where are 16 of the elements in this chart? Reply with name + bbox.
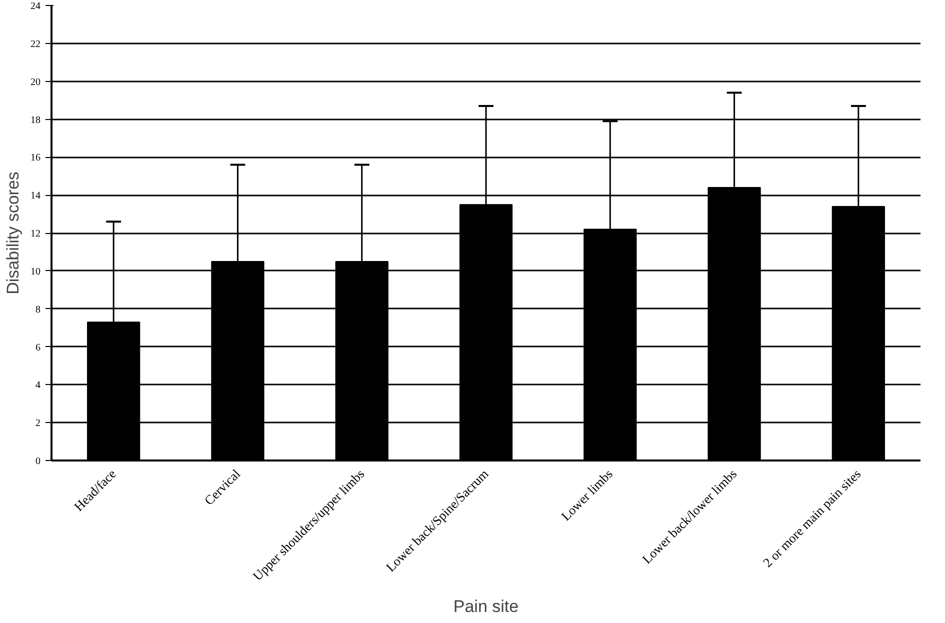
y-tick-label: 10	[30, 266, 40, 278]
y-tick-label: 8	[36, 304, 40, 316]
y-tick-label: 4	[36, 380, 40, 392]
y-tick-label: 16	[30, 152, 40, 164]
y-tick-label: 2	[36, 418, 40, 430]
y-tick-label: 6	[36, 342, 40, 354]
y-tick-label: 20	[30, 76, 40, 88]
x-tick-label: 2 or more main pain sites	[760, 466, 864, 570]
y-tick-label: 14	[30, 190, 40, 202]
y-tick-label: 12	[30, 228, 40, 240]
y-tick-label: 22	[30, 38, 40, 50]
y-tick-label: 0	[36, 456, 40, 467]
x-axis-title: Pain site	[453, 596, 519, 616]
y-tick-label: 18	[30, 114, 40, 126]
y-axis-title: Disability scores	[4, 172, 22, 294]
y-tick-label: 24	[30, 1, 40, 12]
